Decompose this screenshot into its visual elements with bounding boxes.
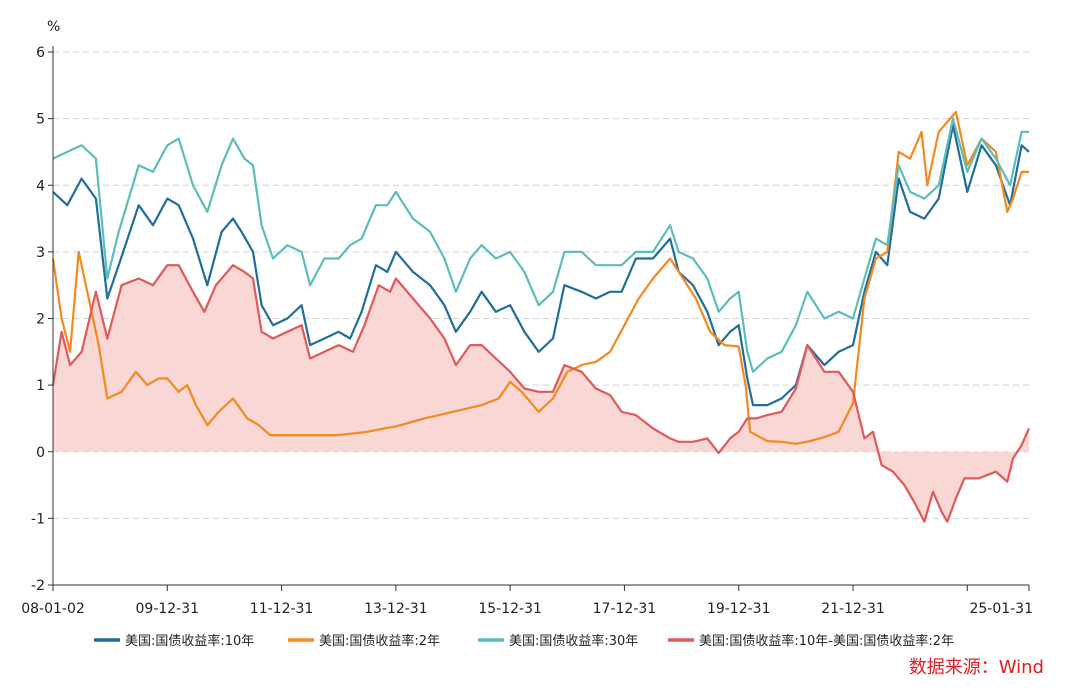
x-tick-label: 08-01-02: [21, 601, 85, 617]
x-tick-label: 19-12-31: [707, 601, 771, 617]
x-tick-label: 17-12-31: [593, 601, 657, 617]
legend: 美国:国债收益率:10年 美国:国债收益率:2年 美国:国债收益率:30年 美国:国债…: [94, 633, 954, 649]
y-tick-label: 5: [36, 112, 45, 128]
axes: 6 5 4 3 2 1 0 -1 -2 08-01-02 09-12-31 11-12-31 13-12…: [21, 45, 1033, 617]
legend-label: 美国:国债收益率:30年: [509, 633, 638, 649]
x-tick-label: 15-12-31: [478, 601, 542, 617]
legend-item: 美国:国债收益率:30年: [478, 633, 638, 649]
legend-item: 美国:国债收益率:10年-美国:国债收益率:2年: [668, 633, 954, 649]
y-tick-label: 4: [36, 178, 45, 194]
x-tick-label: 21-12-31: [821, 601, 885, 617]
line-2y: [51, 110, 1029, 445]
y-tick-label: -2: [31, 578, 45, 594]
y-tick-label: 0: [36, 445, 45, 461]
x-tick-label: 13-12-31: [364, 601, 428, 617]
y-tick-label: 1: [36, 378, 45, 394]
legend-item: 美国:国债收益率:10年: [94, 633, 254, 649]
legend-label: 美国:国债收益率:10年-美国:国债收益率:2年: [699, 633, 954, 649]
y-tick-label: 3: [36, 245, 45, 261]
y-tick-label: 2: [36, 312, 45, 328]
source-note: 数据来源：Wind: [908, 657, 1044, 678]
legend-item: 美国:国债收益率:2年: [288, 633, 440, 649]
series-lines: [51, 110, 1031, 523]
spread-area: [53, 265, 1029, 522]
line-spread: [51, 264, 1031, 523]
legend-label: 美国:国债收益率:10年: [125, 633, 254, 649]
y-tick-label: 6: [36, 45, 45, 61]
y-tick-label: -1: [31, 511, 45, 527]
y-unit-label: %: [47, 19, 60, 35]
line-10y: [52, 124, 1030, 407]
x-tick-label: 25-01-31: [969, 601, 1033, 617]
legend-label: 美国:国债收益率:2年: [319, 633, 440, 649]
spread-fill: [53, 265, 1029, 522]
x-tick-label: 09-12-31: [136, 601, 200, 617]
x-tick-label: 11-12-31: [250, 601, 314, 617]
line-30y: [52, 117, 1029, 373]
